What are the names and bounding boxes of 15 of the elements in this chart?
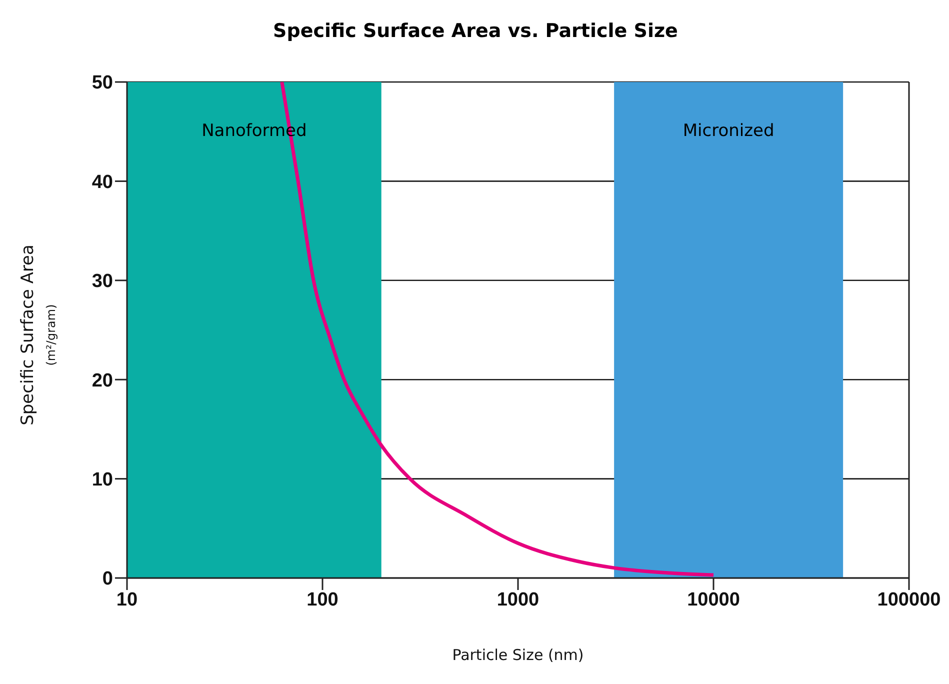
band-label: Micronized xyxy=(682,121,774,142)
y-tick-label: 10 xyxy=(92,470,113,491)
x-tick-label: 1000 xyxy=(496,589,540,610)
y-tick-label: 30 xyxy=(92,271,113,292)
x-tick-label: 10000 xyxy=(687,589,740,610)
x-axis-title: Particle Size (nm) xyxy=(452,646,584,664)
chart-title: Specific Surface Area vs. Particle Size xyxy=(272,20,679,42)
y-tick-label: 50 xyxy=(92,72,113,94)
x-tick-label: 100000 xyxy=(877,589,941,610)
x-tick-label: 10 xyxy=(116,589,138,610)
y-tick-label: 0 xyxy=(102,568,113,590)
y-axis-title: Specific Surface Area (m²/gram) xyxy=(18,244,58,426)
y-tick-label: 40 xyxy=(92,172,113,193)
x-tick-label: 100 xyxy=(306,589,338,610)
y-tick-label: 20 xyxy=(92,370,113,392)
